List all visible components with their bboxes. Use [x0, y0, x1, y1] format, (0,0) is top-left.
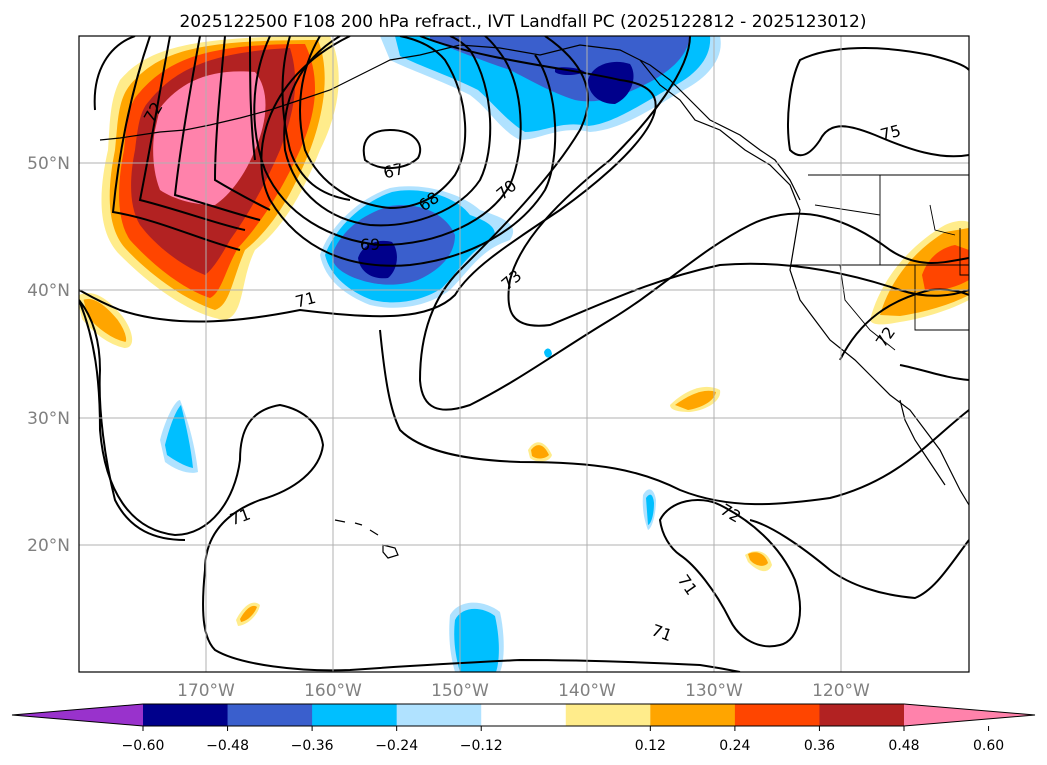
lon-label: 170°W [177, 681, 235, 701]
colorbar-segment [143, 704, 229, 726]
colorbar-tick-label: −0.12 [460, 738, 503, 754]
colorbar-segment [650, 704, 736, 726]
colorbar-segment [565, 704, 651, 726]
lat-label: 30°N [27, 409, 70, 429]
lon-label: 120°W [812, 681, 870, 701]
colorbar-tick-label: 0.60 [973, 738, 1004, 754]
colorbar-tick-label: −0.60 [122, 738, 165, 754]
longitude-labels: 170°W 160°W 150°W 140°W 130°W 120°W [177, 681, 870, 701]
colorbar-segment [396, 704, 482, 726]
colorbar-tick-label: −0.36 [291, 738, 334, 754]
positive-anomaly-west-us [870, 220, 969, 325]
colorbar-tick-label: 0.24 [719, 738, 750, 754]
figure-title: 2025122500 F108 200 hPa refract., IVT La… [179, 12, 866, 32]
map-area: 72 67 68 69 70 71 73 75 72 71 72 71 71 [79, 36, 969, 672]
colorbar-segment [227, 704, 313, 726]
colorbar-extend-max [904, 704, 1035, 726]
political-borders [790, 174, 969, 351]
colorbar-segment [481, 704, 567, 726]
lat-label: 40°N [27, 281, 70, 301]
refractivity-contours [79, 36, 969, 672]
lat-label: 20°N [27, 536, 70, 556]
colorbar-segment [312, 704, 398, 726]
lat-label: 50°N [27, 154, 70, 174]
positive-anomaly-spots [236, 386, 772, 626]
contour-label: 71 [293, 288, 318, 312]
map-frame [78, 35, 970, 673]
contour-label: 69 [360, 235, 380, 254]
colorbar-tick-label: 0.12 [635, 738, 666, 754]
lon-label: 130°W [685, 681, 743, 701]
colorbar-tick-label: 0.48 [888, 738, 919, 754]
lon-label: 140°W [558, 681, 616, 701]
colorbar: −0.60 −0.48 −0.36 −0.24 −0.12 0.12 0.24 0.36 0.4… [11, 703, 1036, 754]
colorbar-segment [734, 704, 820, 726]
contour-label: 67 [381, 159, 406, 183]
colorbar-tick-label: −0.48 [206, 738, 249, 754]
colorbar-tick-label: 0.36 [804, 738, 835, 754]
lon-label: 160°W [304, 681, 362, 701]
latitude-labels: 50°N 40°N 30°N 20°N [27, 154, 70, 556]
colorbar-extend-min [12, 704, 143, 726]
contour-label: 75 [878, 121, 903, 145]
graticule [79, 36, 969, 672]
colorbar-segment [819, 704, 905, 726]
colorbar-tick-label: −0.24 [375, 738, 418, 754]
lon-label: 150°W [431, 681, 489, 701]
